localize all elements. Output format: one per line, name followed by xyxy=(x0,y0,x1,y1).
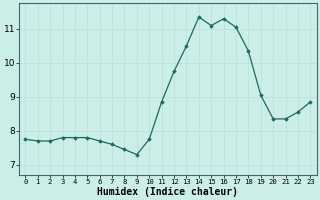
X-axis label: Humidex (Indice chaleur): Humidex (Indice chaleur) xyxy=(97,186,238,197)
